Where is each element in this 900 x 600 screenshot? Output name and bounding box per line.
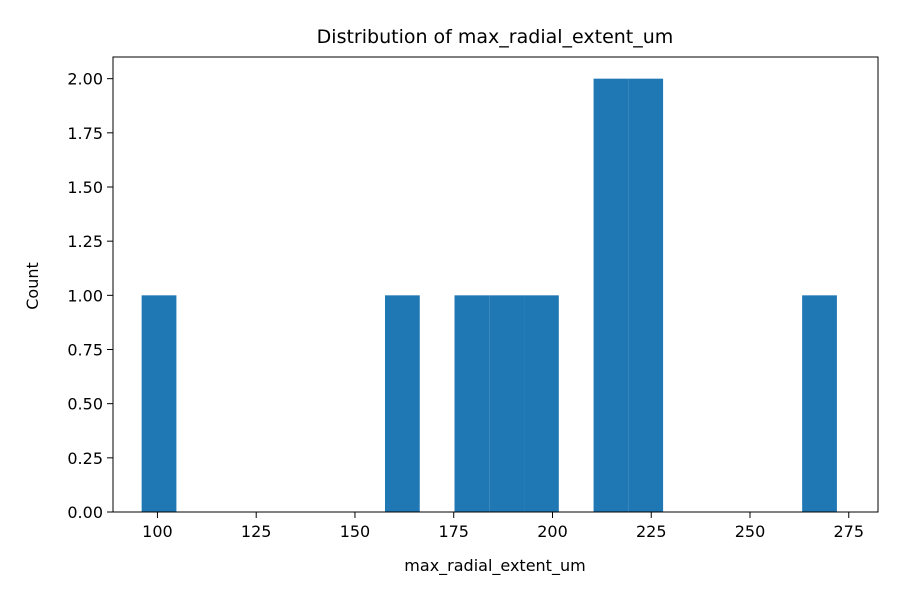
x-tick-label: 200 [537,522,568,541]
y-axis-label: Count [23,262,42,310]
y-tick-label: 0.25 [67,449,103,468]
y-axis-ticks: 0.00 0.25 0.50 0.75 1.00 1.25 1.50 1.75 2.00 [67,70,113,522]
histogram-bar [384,295,420,512]
histogram-bar [593,78,629,513]
histogram-bar [454,295,490,512]
x-axis-label: max_radial_extent_um [404,556,585,576]
y-tick-label: 0.75 [67,341,103,360]
histogram-bar [628,78,664,513]
x-tick-label: 175 [438,522,469,541]
histogram-bar [489,295,525,512]
x-axis-ticks: 100 125 150 175 200 225 250 275 [142,512,864,541]
chart-title: Distribution of max_radial_extent_um [317,26,674,48]
y-tick-label: 2.00 [67,70,103,89]
x-tick-label: 250 [735,522,766,541]
x-tick-label: 125 [241,522,272,541]
y-tick-label: 1.00 [67,286,103,305]
y-tick-label: 1.25 [67,232,103,251]
histogram-bar [524,295,559,512]
x-tick-label: 150 [340,522,371,541]
x-tick-label: 275 [833,522,864,541]
x-tick-label: 100 [142,522,173,541]
y-tick-label: 0.50 [67,395,103,414]
y-tick-label: 1.75 [67,124,103,143]
plot-frame [112,56,879,513]
histogram-bar [141,295,177,512]
bars-group [141,78,837,513]
x-tick-label: 225 [636,522,667,541]
y-tick-label: 0.00 [67,503,103,522]
histogram-bar [802,295,837,512]
y-tick-label: 1.50 [67,178,103,197]
